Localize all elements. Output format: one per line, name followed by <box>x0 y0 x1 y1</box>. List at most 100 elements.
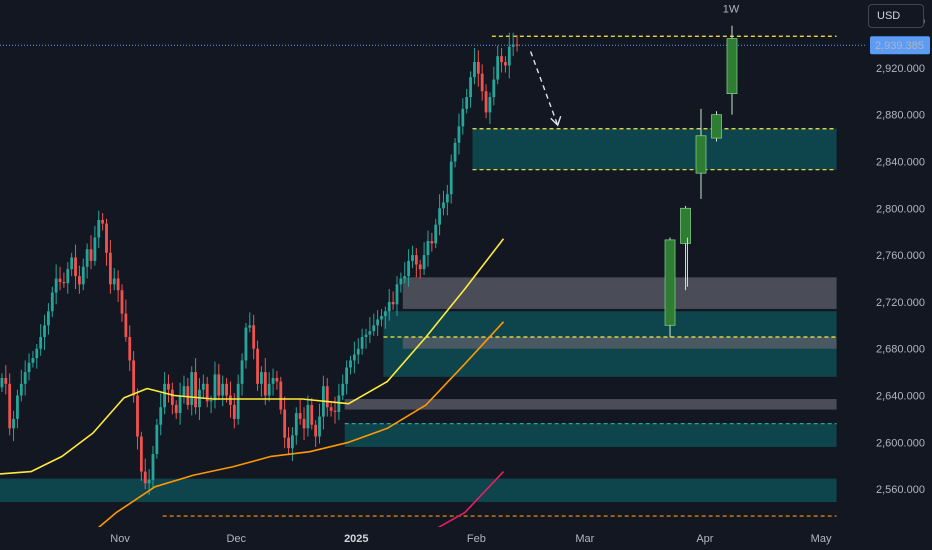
candle <box>263 372 267 396</box>
time-tick-label: Nov <box>110 533 130 545</box>
current-price-tag <box>870 36 930 55</box>
candle <box>217 374 221 396</box>
candle <box>151 454 155 480</box>
candle <box>112 278 116 285</box>
levels-layer <box>0 35 866 517</box>
price-axis-bg <box>866 0 932 550</box>
time-tick-label: 2025 <box>344 533 368 545</box>
projection-arrow <box>529 51 559 126</box>
candle <box>120 290 124 314</box>
candle <box>484 91 488 113</box>
candle <box>27 362 31 373</box>
candle <box>283 409 287 438</box>
candle <box>469 77 472 98</box>
candle <box>139 436 143 472</box>
candle <box>434 224 438 244</box>
candle <box>314 424 318 437</box>
candle <box>236 383 240 419</box>
candle <box>411 255 414 261</box>
time-axis-bg <box>0 527 932 550</box>
candle <box>101 220 105 224</box>
candle <box>368 331 372 335</box>
candle <box>174 404 178 414</box>
candle <box>407 260 411 277</box>
zone-2850 <box>472 128 837 170</box>
candle <box>492 79 496 98</box>
candle <box>74 257 77 277</box>
currency-button[interactable]: USD <box>868 4 924 28</box>
candle <box>132 360 136 396</box>
candle <box>16 395 19 419</box>
candle <box>372 325 376 332</box>
zones-layer <box>0 128 837 503</box>
time-tick-label: May <box>811 533 832 545</box>
price-tick-label: 2,680.000 <box>876 344 925 356</box>
candle <box>93 237 97 261</box>
candle <box>167 383 170 390</box>
candle <box>279 381 283 410</box>
weekly-candle <box>680 207 691 244</box>
candle <box>240 360 244 384</box>
candle <box>47 311 50 326</box>
candle <box>473 62 476 78</box>
candle <box>178 395 182 414</box>
candle <box>349 360 352 368</box>
candle <box>267 383 271 396</box>
candle <box>155 424 159 455</box>
price-tick-label: 2,840.000 <box>876 156 925 168</box>
candle <box>97 220 101 238</box>
candle <box>81 266 85 285</box>
candle <box>480 73 484 92</box>
candle <box>356 348 360 355</box>
candle <box>380 315 383 320</box>
candle <box>329 407 333 411</box>
candle <box>50 292 54 312</box>
candle <box>302 418 306 429</box>
candle <box>360 337 364 349</box>
candle <box>232 404 236 419</box>
candle <box>476 62 480 74</box>
time-tick-label: Mar <box>575 533 594 545</box>
candle <box>383 311 387 316</box>
candle <box>66 269 70 284</box>
candle <box>31 358 35 363</box>
candle <box>248 325 252 328</box>
candle <box>143 471 147 484</box>
candle <box>201 383 205 390</box>
price-tick-label: 2,880.000 <box>876 110 925 122</box>
candle <box>244 327 248 361</box>
zone-2560 <box>0 478 837 503</box>
candle <box>500 56 503 63</box>
candle <box>147 479 151 484</box>
candle <box>186 386 190 405</box>
candle <box>229 395 232 405</box>
candle <box>399 278 403 285</box>
zone-2690 <box>402 337 837 349</box>
candle <box>422 255 426 270</box>
time-tick-label: Apr <box>696 533 713 545</box>
candle <box>105 223 108 253</box>
timeframe-label: 1W <box>723 4 740 16</box>
candle <box>85 249 89 267</box>
candle <box>252 325 256 349</box>
ma-orange-line <box>76 321 505 546</box>
price-tick-label: 2,720.000 <box>876 297 925 309</box>
candle <box>275 377 279 382</box>
candle <box>62 282 66 284</box>
candle <box>430 241 434 244</box>
candle <box>77 276 81 285</box>
candle <box>35 348 39 359</box>
candle <box>19 383 23 396</box>
candle <box>488 97 492 113</box>
candle <box>116 278 120 291</box>
candle <box>318 416 321 437</box>
time-axis: Nov Dec 2025 Feb Mar Apr May <box>0 527 932 550</box>
candle <box>341 383 345 396</box>
candle <box>438 208 441 225</box>
candle <box>345 367 349 384</box>
candle <box>387 301 391 312</box>
candle <box>8 383 12 429</box>
weekly-candle <box>711 114 722 139</box>
